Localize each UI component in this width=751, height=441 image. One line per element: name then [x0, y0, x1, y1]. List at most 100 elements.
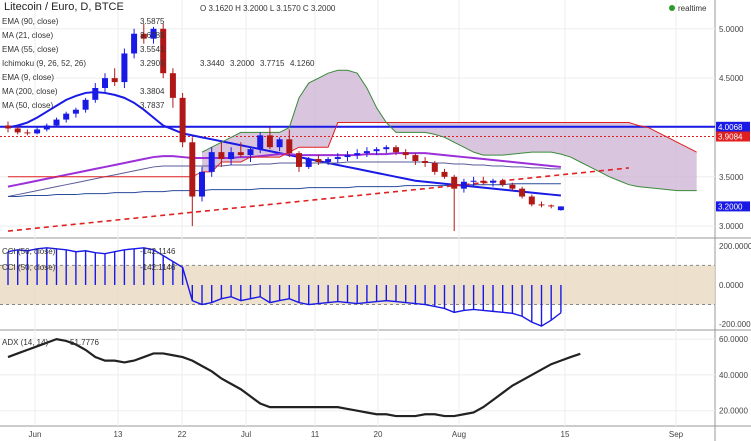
candle-body [315, 159, 322, 162]
candle-body [160, 28, 167, 74]
candle-body [334, 157, 341, 160]
y-tick-label: 3.5000 [719, 173, 744, 182]
x-tick-label: 20 [374, 430, 383, 439]
price-tag [716, 131, 750, 142]
candle-body [14, 128, 21, 133]
x-tick-label: 13 [114, 430, 123, 439]
cci-panel[interactable] [0, 247, 715, 327]
legend-value: 3.3804 [140, 87, 165, 96]
series-line-ma200 [8, 183, 561, 198]
cci-legend-label: CCI (50, close) [2, 247, 56, 256]
series-line-ichimoku_red [8, 122, 697, 178]
candle-body [460, 181, 467, 189]
legend-value: 3.2905 [140, 59, 165, 68]
candle-body [548, 205, 555, 207]
candle-body [354, 153, 361, 156]
adx-line [7, 338, 581, 418]
candle-body [528, 196, 535, 205]
legend-label: MA (21, close) [2, 31, 53, 40]
candle-body [179, 97, 186, 143]
realtime-label: realtime [678, 4, 707, 13]
ohlc-readout: O 3.1620 H 3.2000 L 3.1570 C 3.2000 [200, 4, 336, 13]
x-tick-label: Jul [241, 430, 251, 439]
realtime-dot [669, 5, 675, 11]
price-panel[interactable] [0, 23, 715, 232]
indicator-legend: O 3.1620 H 3.2000 L 3.1570 C 3.2000 realt… [2, 4, 707, 347]
candle-body [92, 88, 99, 100]
candle-body [422, 161, 429, 163]
candle-body [150, 28, 157, 39]
candle-body [189, 142, 196, 197]
y-tick-label: 3.0000 [719, 222, 744, 231]
cci-legend-label: CCI (50, close) [2, 263, 56, 272]
candle-body [247, 149, 254, 156]
legend-label: EMA (9, close) [2, 73, 54, 82]
candle-body [140, 33, 147, 39]
y-tick-label: 5.0000 [719, 25, 744, 34]
candle-body [43, 125, 50, 130]
adx-legend-value: 51.7776 [70, 338, 99, 347]
price-tag [716, 201, 750, 212]
price-tag-label: 3.9084 [718, 133, 743, 142]
price-tag-label: 4.0068 [718, 123, 743, 132]
candle-body [325, 159, 332, 162]
series-line-ema55 [7, 152, 562, 188]
candle-body [499, 180, 506, 185]
candle-body [296, 153, 302, 167]
legend-label: MA (50, close) [2, 101, 53, 110]
candle-body [131, 33, 138, 54]
cci-y-tick: 0.0000 [719, 281, 744, 290]
legend-label: EMA (55, close) [2, 45, 59, 54]
x-tick-label: Sep [669, 430, 684, 439]
candle-body [470, 180, 477, 182]
cci-y-tick: -200.0000 [719, 320, 751, 329]
candle-body [82, 99, 89, 110]
chart-header: Litecoin / Euro, D, BTCE [4, 1, 124, 13]
legend-label: Ichimoku (9, 26, 52, 26) [2, 59, 86, 68]
candle-body [509, 184, 516, 189]
candle-body [431, 162, 438, 172]
price-axis: Jun1322Jul1120Aug15Sep3.00003.50004.0000… [29, 25, 751, 439]
candle-body [169, 73, 176, 98]
candle-body [102, 78, 108, 88]
candle-body [480, 180, 487, 183]
candle-body [557, 206, 564, 211]
legend-extra-value: 3.2000 [230, 59, 255, 68]
candle-body [383, 147, 390, 150]
x-tick-label: 11 [311, 430, 320, 439]
candle-body [111, 78, 118, 83]
legend-extra-value: 3.7715 [260, 59, 285, 68]
candle-body [451, 176, 458, 189]
candle-body [276, 139, 283, 148]
candle-body [63, 113, 70, 120]
series-line-ema90 [7, 161, 561, 198]
candle-body [228, 152, 235, 160]
x-tick-label: Aug [452, 430, 466, 439]
x-tick-label: 22 [178, 430, 187, 439]
candle-body [53, 119, 60, 126]
adx-y-tick: 60.0000 [719, 335, 748, 344]
candle-body [412, 155, 419, 162]
candle-body [490, 180, 496, 183]
legend-value: 3.5875 [140, 17, 165, 26]
candle-body [305, 159, 312, 167]
legend-label: MA (200, close) [2, 87, 58, 96]
adx-y-tick: 20.0000 [719, 407, 748, 416]
x-tick-label: 15 [561, 430, 570, 439]
candle-body [199, 171, 205, 197]
y-tick-label: 4.5000 [719, 74, 744, 83]
candle-body [519, 188, 526, 197]
candle-body [72, 109, 79, 114]
symbol-title: Litecoin / Euro, D, BTCE [4, 1, 124, 13]
candle-body [266, 135, 273, 148]
cci-line [7, 247, 562, 327]
candle-body [121, 53, 128, 83]
adx-panel[interactable] [7, 338, 581, 418]
candle-body [402, 152, 409, 156]
cci-legend-value: -142.1146 [140, 247, 176, 256]
ichimoku-cloud [202, 70, 697, 191]
legend-value: 3.7837 [140, 101, 165, 110]
x-tick-label: Jun [29, 430, 42, 439]
candle-body [393, 147, 399, 153]
